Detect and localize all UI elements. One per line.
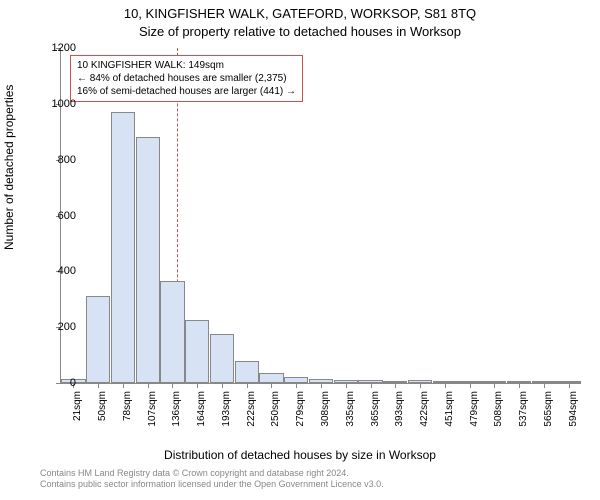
y-tick-label: 1000 (36, 98, 76, 110)
x-tick-mark (519, 383, 520, 388)
x-tick-mark (247, 383, 248, 388)
footer-text: Contains HM Land Registry data © Crown c… (40, 468, 600, 490)
chart-container: 10, KINGFISHER WALK, GATEFORD, WORKSOP, … (0, 0, 600, 500)
annotation-line2: ← 84% of detached houses are smaller (2,… (77, 72, 296, 85)
x-tick-mark (148, 383, 149, 388)
x-tick-label: 365sqm (370, 391, 381, 439)
annotation-box: 10 KINGFISHER WALK: 149sqm ← 84% of deta… (70, 55, 303, 102)
x-tick-mark (445, 383, 446, 388)
x-tick-label: 479sqm (469, 391, 480, 439)
x-tick-label: 422sqm (419, 391, 430, 439)
x-tick-label: 308sqm (320, 391, 331, 439)
annotation-line3: 16% of semi-detached houses are larger (… (77, 85, 296, 98)
chart-title-line1: 10, KINGFISHER WALK, GATEFORD, WORKSOP, … (0, 6, 600, 21)
histogram-bar (86, 296, 110, 383)
x-tick-mark (569, 383, 570, 388)
x-tick-mark (371, 383, 372, 388)
x-tick-label: 508sqm (493, 391, 504, 439)
x-tick-mark (222, 383, 223, 388)
x-tick-label: 393sqm (394, 391, 405, 439)
x-tick-label: 50sqm (97, 391, 108, 439)
y-tick-label: 600 (36, 210, 76, 222)
y-tick-label: 400 (36, 265, 76, 277)
chart-title-line2: Size of property relative to detached ho… (0, 24, 600, 39)
x-tick-label: 164sqm (196, 391, 207, 439)
x-tick-label: 451sqm (444, 391, 455, 439)
x-tick-label: 279sqm (295, 391, 306, 439)
x-axis-label: Distribution of detached houses by size … (0, 448, 600, 462)
x-tick-mark (470, 383, 471, 388)
x-tick-mark (395, 383, 396, 388)
y-tick-label: 1200 (36, 42, 76, 54)
x-tick-mark (271, 383, 272, 388)
y-tick-label: 200 (36, 321, 76, 333)
x-tick-label: 78sqm (122, 391, 133, 439)
x-tick-mark (172, 383, 173, 388)
x-tick-label: 537sqm (518, 391, 529, 439)
x-tick-mark (346, 383, 347, 388)
x-tick-label: 107sqm (147, 391, 158, 439)
y-tick-label: 0 (36, 377, 76, 389)
x-tick-label: 594sqm (568, 391, 579, 439)
footer-line1: Contains HM Land Registry data © Crown c… (40, 468, 600, 479)
x-tick-label: 250sqm (270, 391, 281, 439)
x-tick-label: 222sqm (246, 391, 257, 439)
footer-line2: Contains public sector information licen… (40, 479, 600, 490)
x-tick-mark (98, 383, 99, 388)
y-axis-label: Number of detached properties (2, 85, 16, 250)
histogram-bar (136, 137, 160, 383)
x-tick-mark (544, 383, 545, 388)
x-tick-label: 136sqm (171, 391, 182, 439)
x-tick-label: 193sqm (221, 391, 232, 439)
histogram-bar (259, 373, 283, 383)
histogram-bar (210, 334, 234, 383)
annotation-line1: 10 KINGFISHER WALK: 149sqm (77, 59, 296, 72)
x-tick-label: 335sqm (345, 391, 356, 439)
histogram-bar (111, 112, 135, 383)
x-tick-mark (296, 383, 297, 388)
histogram-bar (185, 320, 209, 383)
histogram-bar (160, 281, 184, 383)
y-tick-label: 800 (36, 154, 76, 166)
x-tick-label: 565sqm (543, 391, 554, 439)
x-tick-mark (197, 383, 198, 388)
x-tick-mark (123, 383, 124, 388)
histogram-bar (235, 361, 259, 383)
x-tick-mark (420, 383, 421, 388)
x-tick-mark (321, 383, 322, 388)
x-tick-mark (494, 383, 495, 388)
x-tick-label: 21sqm (72, 391, 83, 439)
